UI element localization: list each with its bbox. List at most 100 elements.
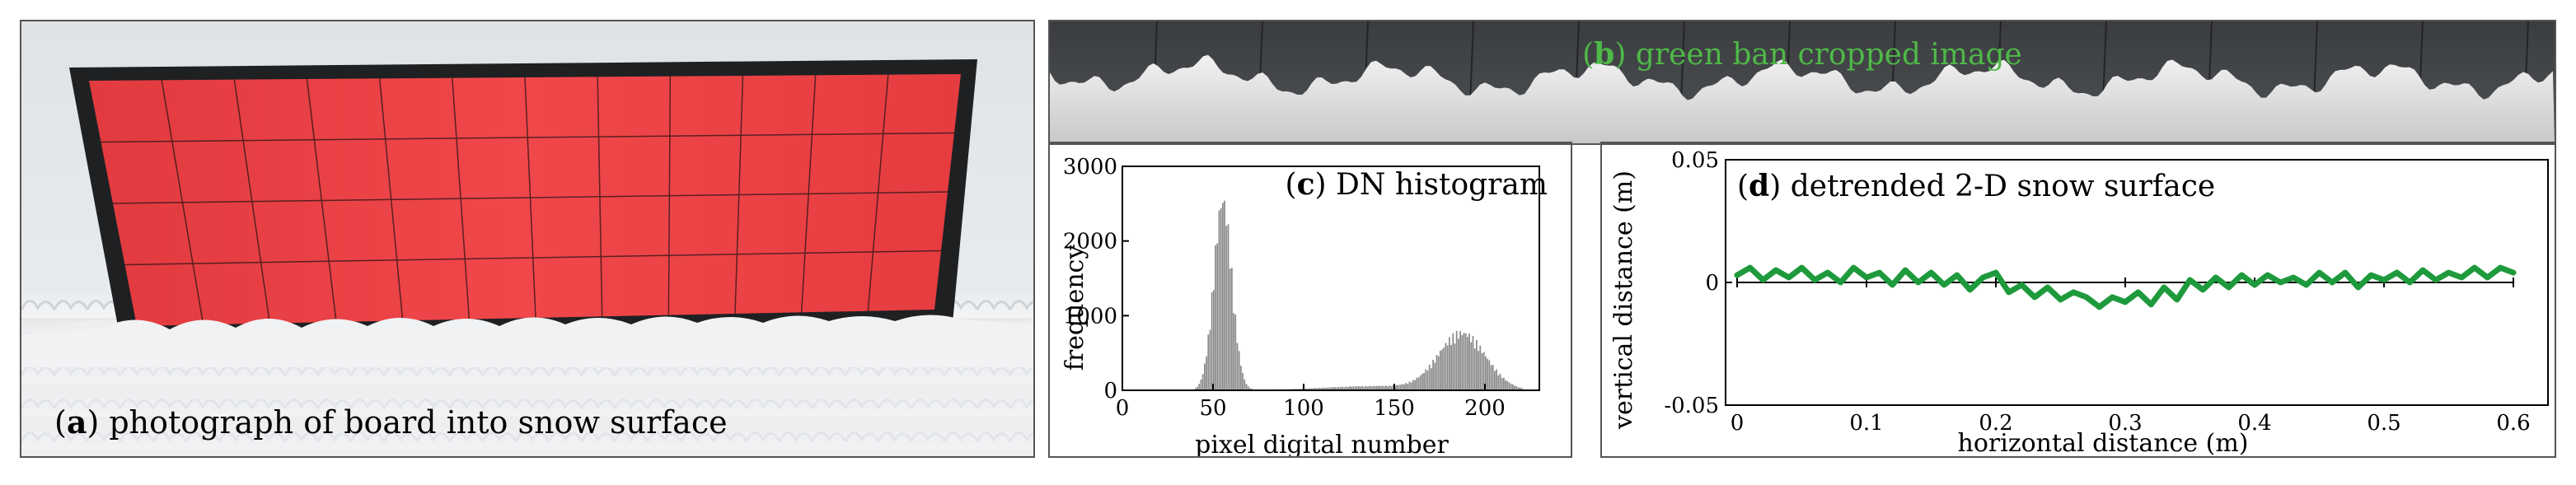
histogram-bar	[1499, 373, 1501, 390]
histogram-bar	[1496, 369, 1497, 390]
histogram-bar	[1213, 290, 1215, 390]
panel-b-cropped-image: (b) green ban cropped image	[1048, 20, 2556, 145]
histogram-bar	[1318, 387, 1320, 390]
histogram-bar	[1458, 338, 1459, 390]
histogram-bar	[1325, 387, 1328, 390]
histogram-bar	[1242, 373, 1244, 390]
histogram-bar	[1195, 388, 1197, 390]
histogram-bar	[1472, 335, 1474, 390]
histogram-bar	[1485, 356, 1487, 390]
line-chart-axes: 0 0.1 0.2 0.3 0.4 0.5 0.6 0.05 0 -0.05	[1664, 148, 2549, 436]
histogram-bar	[1425, 369, 1427, 390]
panel-b-letter: b	[1594, 37, 1614, 72]
histogram-x-label: pixel digital number	[1195, 431, 1449, 456]
line-y-label: vertical distance (m)	[1609, 170, 1638, 430]
histogram-bar	[1459, 330, 1461, 390]
histogram-bar	[1245, 384, 1248, 390]
histogram-bar	[1492, 365, 1494, 390]
histogram-bar	[1309, 388, 1311, 390]
histogram-bar	[1461, 334, 1464, 390]
histogram-bar	[1434, 362, 1436, 390]
histogram-bar	[1211, 291, 1213, 390]
histogram-bar	[1216, 243, 1219, 390]
histogram-bar	[1247, 385, 1249, 390]
panel-b-caption-text: green ban cropped image	[1636, 38, 2022, 72]
line-x-tick: 0.5	[2367, 411, 2400, 436]
histogram-bar	[1414, 380, 1416, 390]
histogram-bar	[1519, 387, 1521, 390]
histogram-bar	[1505, 380, 1506, 390]
histogram-bar	[1432, 359, 1434, 390]
histogram-bar	[1234, 315, 1237, 390]
histogram-x-tick: 50	[1199, 396, 1226, 421]
panel-d-caption: (d) detrended 2-D snow surface	[1737, 169, 2215, 203]
histogram-bar	[1416, 377, 1418, 390]
histogram-bar	[1385, 385, 1387, 390]
histogram-bar	[1521, 388, 1523, 390]
histogram-bar	[1336, 387, 1338, 390]
histogram-x-tick: 100	[1283, 396, 1324, 421]
panel-c-caption-text: DN histogram	[1336, 168, 1548, 202]
histogram-bar	[1490, 365, 1492, 390]
histogram-bar	[1347, 386, 1349, 390]
histogram-bar	[1476, 339, 1478, 390]
histogram-bar	[1218, 210, 1220, 390]
histogram-bar	[1487, 358, 1488, 390]
line-y-tick: -0.05	[1664, 394, 1719, 418]
histogram-bar	[1387, 386, 1389, 390]
snow-profile	[1050, 54, 2555, 143]
histogram-bar	[1405, 383, 1407, 390]
histogram-bar	[1446, 345, 1449, 390]
board-photo: (a) photograph of board into snow surfac…	[21, 21, 1033, 456]
histogram-bar	[1510, 384, 1512, 390]
panel-b-caption: (b) green ban cropped image	[1582, 37, 2022, 72]
line-x-tick: 0.4	[2237, 411, 2271, 436]
line-x-tick: 0.3	[2108, 411, 2142, 436]
histogram-bar	[1396, 385, 1398, 390]
histogram-bar	[1222, 203, 1224, 390]
histogram-bar	[1479, 345, 1482, 390]
panel-c-histogram: 0 50 100 150 200 0 1000 2000 3000 (c) DN histogr…	[1048, 142, 1572, 458]
histogram-bar	[1512, 384, 1514, 390]
histogram-bar	[1408, 381, 1411, 390]
histogram-bar	[1379, 386, 1382, 390]
histogram-bar	[1421, 373, 1423, 390]
line-x-label: horizontal distance (m)	[1958, 429, 2249, 456]
histogram-bar	[1342, 386, 1343, 390]
histogram-bar	[1488, 360, 1491, 390]
histogram-bar	[1410, 382, 1412, 390]
histogram-bar	[1365, 385, 1367, 390]
histogram-bar	[1200, 379, 1202, 390]
histogram-bar	[1352, 386, 1355, 390]
histogram-frame	[1122, 166, 1540, 391]
panel-d-surface-profile: 0 0.1 0.2 0.3 0.4 0.5 0.6 0.05 0 -0.05 (d) detren…	[1600, 142, 2556, 458]
histogram-bar	[1207, 334, 1210, 390]
panel-d-caption-text: detrended 2-D snow surface	[1791, 170, 2215, 203]
panel-a-photograph: (a) photograph of board into snow surfac…	[20, 20, 1035, 458]
line-y-tick: 0.05	[1671, 148, 1719, 173]
histogram-bar	[1419, 375, 1421, 390]
histogram-bar	[1482, 352, 1485, 390]
line-x-tick: 0.2	[1979, 411, 2012, 436]
histogram-bar	[1367, 386, 1369, 390]
histogram-bar	[1345, 386, 1347, 390]
panel-c-letter: c	[1297, 167, 1315, 202]
histogram-bar	[1389, 385, 1391, 390]
histogram-bar	[1481, 352, 1483, 390]
histogram-bar	[1383, 386, 1385, 390]
cropped-image: (b) green ban cropped image	[1050, 21, 2555, 143]
histogram-bar	[1426, 371, 1429, 390]
histogram-bar	[1417, 377, 1420, 390]
histogram-bar	[1238, 351, 1240, 390]
histogram-bar	[1506, 380, 1509, 390]
histogram-bar	[1197, 386, 1198, 390]
histogram-bar	[1327, 387, 1329, 390]
panel-a-letter: a	[67, 403, 87, 441]
histogram-bar	[1431, 368, 1432, 390]
histogram-bar	[1233, 313, 1234, 390]
histogram-x-tick: 0	[1116, 396, 1130, 421]
histogram-bar	[1445, 343, 1447, 390]
histogram-bar	[1401, 384, 1403, 390]
histogram-bar	[1349, 386, 1351, 390]
